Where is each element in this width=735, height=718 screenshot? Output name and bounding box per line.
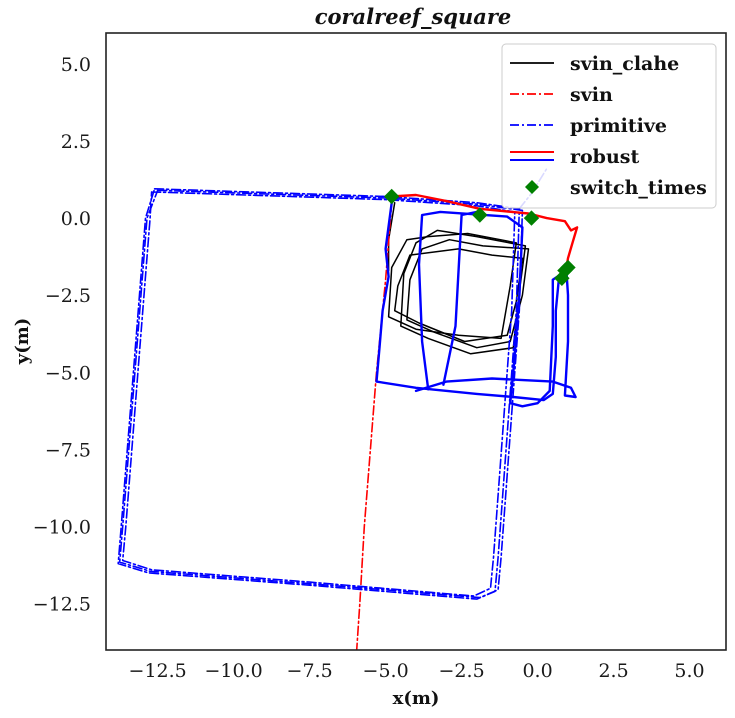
series-line-robust xyxy=(390,193,579,269)
x-tick-label: 2.5 xyxy=(598,660,628,682)
series-line-svin xyxy=(355,201,393,650)
series-line-robust xyxy=(442,210,478,386)
y-tick-label: −10.0 xyxy=(33,517,91,539)
switch-time-marker xyxy=(472,207,488,223)
series-line-svin-clahe xyxy=(400,229,527,355)
switch-time-marker xyxy=(383,188,400,205)
y-tick-label: 5.0 xyxy=(61,54,91,76)
y-tick-label: −5.0 xyxy=(45,362,91,384)
x-tick-label: 0.0 xyxy=(522,660,552,682)
series-line-robust xyxy=(417,210,570,408)
series-line-primitive xyxy=(121,191,516,597)
chart-title: coralreef_square xyxy=(315,4,512,29)
plot-frame xyxy=(105,32,727,651)
x-tick-label: −7.5 xyxy=(287,660,333,682)
marker-layer xyxy=(383,188,576,286)
x-axis-title: x(m) xyxy=(393,688,440,709)
series-line-primitive xyxy=(117,188,521,600)
y-tick-label: −12.5 xyxy=(33,594,91,616)
legend-marker-switch-times xyxy=(525,180,539,194)
y-axis-title: y(m) xyxy=(12,318,33,366)
legend-box xyxy=(501,43,717,209)
x-tick-label: −10.0 xyxy=(205,660,263,682)
y-tick-label: 2.5 xyxy=(61,131,91,153)
series-line-svin-clahe xyxy=(387,232,518,340)
switch-time-marker xyxy=(523,210,540,226)
legend-label: switch_times xyxy=(570,177,707,199)
series-line-primitive xyxy=(118,189,524,599)
y-tick-label: −7.5 xyxy=(45,439,91,461)
y-tick-label: −2.5 xyxy=(45,285,91,307)
x-tick-label: 5.0 xyxy=(674,660,704,682)
legend-label: svin xyxy=(570,84,613,106)
x-axis-ticks: −12.5 −10.0 −7.5 −5.0 −2.5 0.0 2.5 5.0 xyxy=(129,660,705,682)
series-line-robust xyxy=(375,201,560,402)
legend-label: svin_clahe xyxy=(570,53,679,75)
y-axis-ticks: −12.5 −10.0 −7.5 −5.0 −2.5 0.0 2.5 5.0 xyxy=(33,54,91,616)
y-tick-label: 0.0 xyxy=(61,208,91,230)
x-tick-label: −12.5 xyxy=(129,660,187,682)
series-line-svin-clahe xyxy=(393,248,524,343)
series-line-robust xyxy=(414,269,577,399)
x-tick-label: −2.5 xyxy=(439,660,485,682)
legend-label: robust xyxy=(570,146,639,168)
x-tick-label: −5.0 xyxy=(363,660,409,682)
legend-label: primitive xyxy=(570,115,667,137)
switch-time-marker xyxy=(554,270,570,286)
